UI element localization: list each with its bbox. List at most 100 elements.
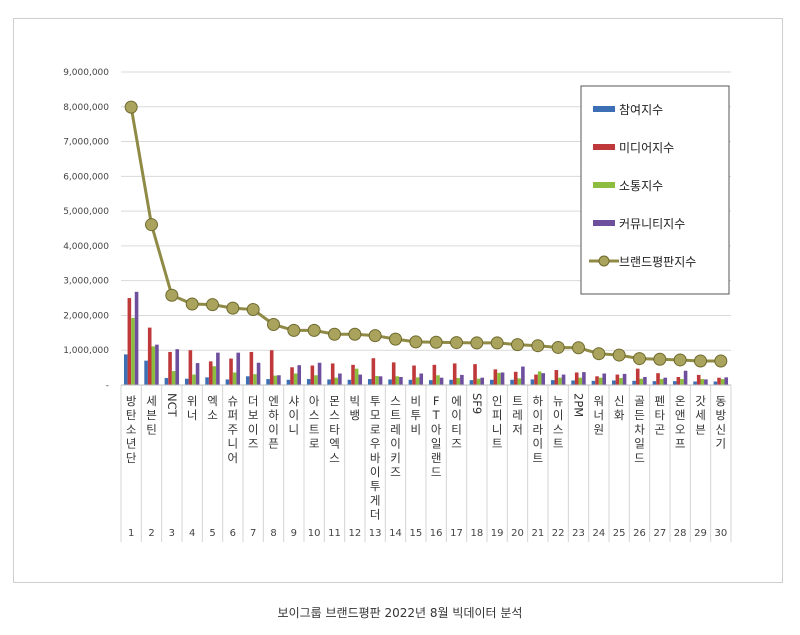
legend-swatch-3 (593, 182, 615, 188)
x-label-char: 이 (390, 437, 401, 451)
x-label-char: 빅 (350, 394, 361, 408)
y-axis-ticks: - 1,000,000 2,000,000 3,000,000 4,000,000 5,0… (63, 68, 109, 391)
x-label-char: 뉴 (553, 394, 564, 408)
x-label-char: 세 (146, 394, 157, 408)
x-rank-25: 25 (613, 528, 626, 539)
x-label-char: F (433, 394, 440, 408)
legend-label-5: 브랜드평판지수 (619, 255, 696, 269)
bar-30-소통지수 (720, 379, 725, 385)
x-label-char: 어 (228, 451, 239, 465)
brand-index-point-16 (429, 335, 443, 349)
x-label-char: 신 (716, 422, 727, 436)
bar-21-미디어지수 (534, 374, 538, 385)
y-tick-label: 1,000,000 (63, 346, 109, 356)
x-label-char: 프 (675, 437, 686, 451)
x-label-char: 타 (655, 408, 666, 422)
bar-29-미디어지수 (696, 374, 701, 385)
x-rank-27: 27 (653, 528, 666, 539)
bar-6-미디어지수 (229, 358, 233, 385)
brand-index-point-14 (389, 332, 402, 346)
bar-11-소통지수 (334, 377, 339, 385)
bars (123, 291, 729, 385)
x-label-char: 드 (431, 465, 442, 479)
x-label-char: 트 (492, 437, 503, 451)
x-label-char: 티 (451, 422, 462, 436)
x-label-char: 일 (634, 437, 645, 451)
bar-20-미디어지수 (513, 371, 518, 385)
brand-index-point-9 (287, 323, 301, 337)
brand-index-point-29 (694, 354, 707, 368)
bar-1-커뮤니티지수 (134, 291, 139, 385)
x-label-char: 단 (126, 451, 137, 465)
legend-swatch-4 (593, 220, 615, 226)
bar-3-참여지수 (164, 378, 169, 385)
bar-17-미디어지수 (452, 363, 457, 385)
brand-index-point-27 (653, 352, 667, 366)
bar-20-참여지수 (510, 379, 514, 385)
bar-2-커뮤니티지수 (155, 344, 159, 385)
bar-2-참여지수 (144, 360, 148, 385)
bar-10-커뮤니티지수 (317, 362, 322, 385)
x-label-char: 픈 (268, 437, 279, 451)
x-label-char: 레 (390, 422, 401, 436)
brand-index-point-25 (612, 348, 626, 362)
x-label-char: 우 (370, 437, 381, 451)
x-rank-13: 13 (369, 528, 382, 539)
bar-22-소통지수 (558, 377, 562, 385)
y-tick-label: 8,000,000 (63, 103, 109, 113)
y-tick-label: 4,000,000 (63, 242, 109, 252)
y-tick-label: 3,000,000 (63, 277, 109, 287)
x-label-char: 트 (309, 422, 320, 436)
x-rank-18: 18 (470, 528, 483, 539)
x-label-char: 븐 (695, 422, 706, 436)
x-rank-9: 9 (291, 528, 297, 539)
bar-24-소통지수 (598, 377, 603, 385)
x-label-char: 즈 (390, 465, 401, 479)
bar-7-소통지수 (253, 374, 257, 385)
x-label-char: 저 (512, 422, 523, 436)
x-rank-10: 10 (308, 528, 321, 539)
y-tick-label: - (106, 381, 109, 391)
brand-index-point-28 (673, 353, 687, 367)
x-rank-8: 8 (270, 528, 276, 539)
bar-1-소통지수 (131, 317, 135, 385)
bar-21-참여지수 (530, 379, 535, 385)
x-label-char: 랜 (431, 451, 442, 465)
y-tick-label: 7,000,000 (63, 138, 109, 148)
x-label-char: 신 (614, 394, 625, 408)
bar-26-소통지수 (639, 378, 644, 385)
x-label-sf9: SF9 (470, 393, 484, 414)
x-label-char: 투 (411, 408, 422, 422)
x-label-char: 로 (309, 437, 320, 451)
bar-4-미디어지수 (188, 350, 193, 385)
bar-27-참여지수 (652, 381, 657, 385)
bar-8-커뮤니티지수 (277, 375, 281, 385)
bar-14-소통지수 (395, 376, 400, 385)
x-label-char: 니 (289, 422, 300, 436)
x-label-char: 이 (533, 437, 544, 451)
brand-index-point-10 (307, 323, 321, 337)
x-label-char: 퍼 (228, 408, 239, 422)
gridlines (121, 71, 731, 386)
bar-29-참여지수 (693, 381, 697, 385)
y-tick-label: 6,000,000 (63, 172, 109, 182)
bar-22-커뮤니티지수 (561, 374, 566, 385)
bar-4-커뮤니티지수 (195, 363, 200, 385)
x-label-char: 오 (675, 422, 686, 436)
y-tick-label: 9,000,000 (63, 68, 109, 78)
bar-7-미디어지수 (249, 351, 254, 385)
bar-22-참여지수 (550, 380, 555, 385)
